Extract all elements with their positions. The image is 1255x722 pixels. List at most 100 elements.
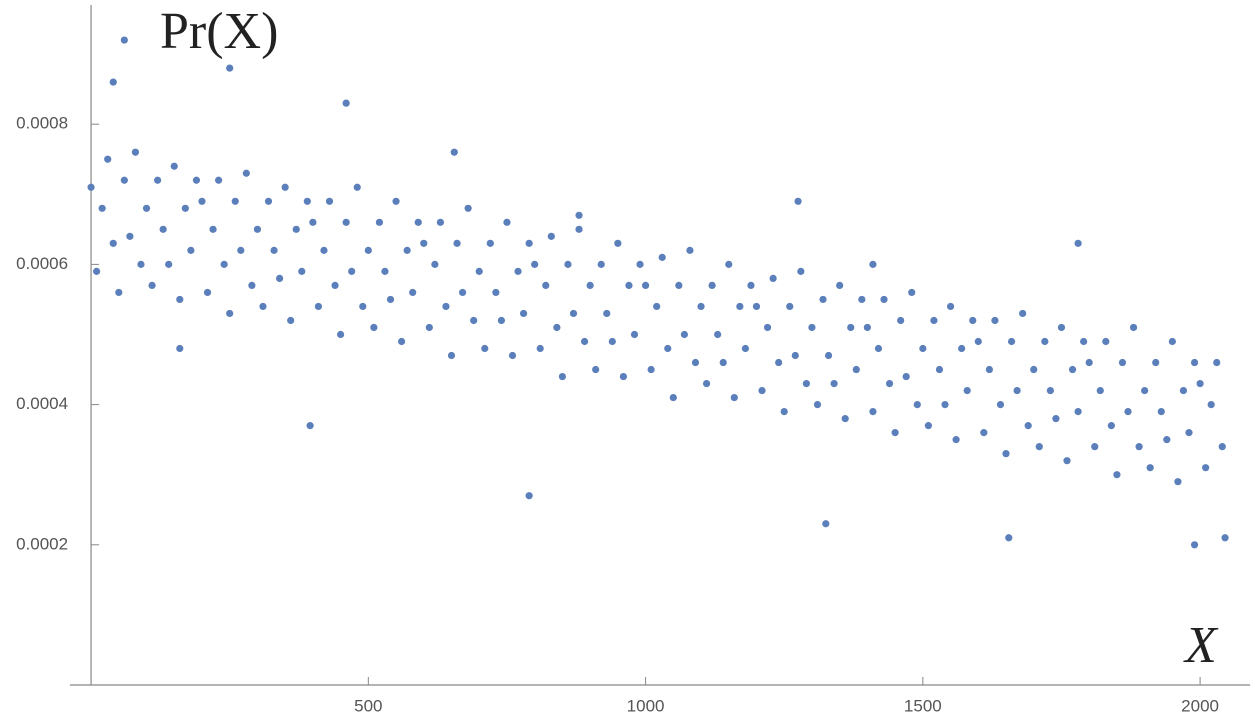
point <box>492 288 500 297</box>
point <box>287 316 295 325</box>
point <box>1085 358 1093 367</box>
point <box>486 239 494 247</box>
point <box>769 274 777 283</box>
point <box>902 372 910 381</box>
point <box>969 316 977 325</box>
point <box>325 197 334 205</box>
point <box>830 379 838 388</box>
point <box>758 386 766 395</box>
point <box>142 204 151 212</box>
point <box>381 267 389 275</box>
x-tick-label: 1500 <box>904 696 942 715</box>
point <box>1135 443 1143 451</box>
point <box>386 295 395 304</box>
point <box>547 232 555 240</box>
point <box>220 260 228 268</box>
point <box>719 358 727 367</box>
point <box>303 197 311 205</box>
point <box>1152 358 1160 367</box>
point <box>1107 422 1115 430</box>
point <box>669 393 677 402</box>
point <box>109 239 117 247</box>
point <box>198 197 206 205</box>
point <box>822 520 830 528</box>
point <box>450 148 458 156</box>
point <box>187 246 195 254</box>
point <box>181 204 189 212</box>
point <box>797 267 805 275</box>
point <box>1213 358 1221 367</box>
point <box>120 36 128 44</box>
point <box>808 323 816 332</box>
point <box>891 429 899 437</box>
point <box>1063 457 1071 465</box>
point <box>342 218 350 226</box>
point <box>209 225 217 233</box>
point <box>348 267 356 275</box>
point <box>636 260 644 268</box>
point <box>1207 400 1215 409</box>
point <box>519 309 528 318</box>
point <box>503 218 511 226</box>
point <box>852 365 860 374</box>
point <box>869 260 877 268</box>
point <box>691 358 700 367</box>
point <box>306 422 314 430</box>
point <box>458 288 467 297</box>
point <box>919 344 927 353</box>
point <box>1019 309 1027 318</box>
point <box>575 211 583 219</box>
point <box>531 260 539 268</box>
point <box>619 372 628 381</box>
point <box>874 344 883 353</box>
point <box>564 260 572 268</box>
point <box>675 281 683 290</box>
point <box>226 64 234 72</box>
point <box>741 344 749 353</box>
point <box>725 260 733 268</box>
point <box>908 288 916 297</box>
point <box>1218 443 1226 451</box>
point <box>625 281 633 290</box>
point <box>203 288 212 297</box>
point <box>470 316 478 325</box>
point <box>475 267 483 275</box>
point <box>791 351 799 360</box>
point <box>409 288 417 297</box>
point <box>714 330 722 339</box>
point <box>708 281 716 290</box>
point <box>1202 464 1210 472</box>
point <box>292 225 300 233</box>
point <box>1074 407 1082 416</box>
point <box>442 302 450 311</box>
point <box>897 316 905 325</box>
x-tick-label: 500 <box>354 696 382 715</box>
point <box>176 295 184 304</box>
point <box>935 365 944 374</box>
point <box>1074 239 1082 247</box>
point <box>885 379 894 388</box>
point <box>497 316 506 325</box>
x-tick-label: 1000 <box>627 696 665 715</box>
point <box>464 204 472 212</box>
point <box>148 281 156 290</box>
point <box>658 253 666 261</box>
point <box>946 302 955 311</box>
point <box>109 78 117 86</box>
point <box>276 274 284 283</box>
point <box>176 344 184 353</box>
point <box>514 267 522 275</box>
point <box>880 295 888 304</box>
point <box>120 176 128 184</box>
point <box>1124 407 1132 416</box>
point <box>1013 386 1021 395</box>
point <box>342 99 350 107</box>
point <box>1185 429 1193 437</box>
point <box>930 316 938 325</box>
point <box>215 176 223 184</box>
y-tick-label: 0.0006 <box>16 254 68 273</box>
point <box>1041 337 1049 346</box>
point <box>680 330 688 339</box>
point <box>913 400 921 409</box>
point <box>794 197 802 205</box>
